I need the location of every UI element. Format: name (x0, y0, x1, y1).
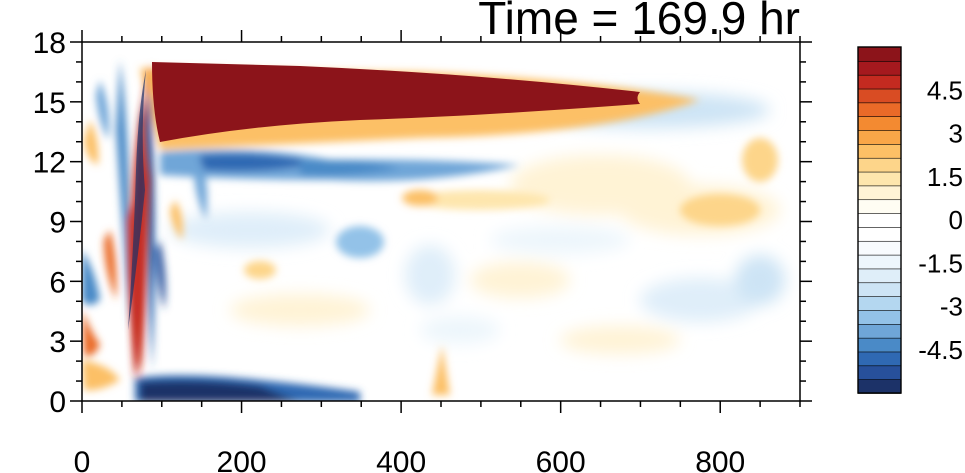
chart-title: Time = 169.9 hr (478, 0, 800, 44)
colorbar-swatch (857, 157, 902, 173)
x-tick-label: 800 (695, 446, 745, 473)
y-tick-label: 3 (49, 326, 66, 359)
colorbar-swatch (857, 281, 902, 297)
colorbar-swatch (857, 143, 902, 159)
colorbar-swatch (857, 295, 902, 311)
colorbar-label: 1.5 (927, 162, 963, 192)
colorbar-swatch (857, 365, 902, 380)
field-background-texture (170, 92, 785, 354)
positive-core (152, 62, 640, 142)
colorbar-swatch (857, 46, 902, 62)
colorbar-swatch (857, 226, 902, 242)
axes: 0 200 400 600 800 0 3 6 9 12 15 18 (33, 27, 812, 473)
colorbar-swatch (857, 254, 902, 270)
colorbar-swatch (857, 268, 902, 284)
colorbar-swatch (857, 171, 902, 187)
colorbar-label: 3 (949, 119, 963, 149)
plot-area (82, 42, 800, 401)
colorbar: 4.5 3 1.5 0 -1.5 -3 -4.5 (857, 46, 963, 394)
y-tick-label: 12 (33, 147, 66, 180)
colorbar-swatch (857, 74, 902, 90)
y-tick-label: 15 (33, 87, 66, 120)
colorbar-swatch (857, 240, 902, 256)
colorbar-label: 4.5 (927, 75, 963, 105)
y-tick-label: 18 (33, 27, 66, 60)
y-tick-label: 6 (49, 266, 66, 299)
colorbar-swatch (857, 185, 902, 201)
colorbar-swatch (857, 309, 902, 325)
x-tick-label: 0 (74, 446, 91, 473)
colorbar-swatch (857, 88, 902, 104)
colorbar-label: -4.5 (918, 335, 963, 365)
colorbar-swatch (857, 351, 902, 367)
tilted-streak-negative (128, 70, 146, 330)
colorbar-swatch (857, 102, 902, 118)
colorbar-swatch (857, 323, 902, 339)
colorbar-swatch (857, 212, 902, 228)
colorbar-swatch (857, 60, 902, 76)
colorbar-swatch (857, 129, 902, 145)
x-tick-label: 600 (536, 446, 586, 473)
x-tick-label: 400 (376, 446, 426, 473)
y-tick-label: 9 (49, 207, 66, 240)
colorbar-swatch (857, 198, 902, 214)
colorbar-frame (857, 46, 902, 394)
colorbar-label: 0 (949, 205, 963, 235)
colorbar-swatch (857, 115, 902, 131)
colorbar-swatch (857, 378, 902, 394)
x-tick-label: 200 (217, 446, 267, 473)
y-tick-label: 0 (49, 386, 66, 419)
colorbar-swatch (857, 337, 902, 353)
colorbar-label: -3 (940, 292, 963, 322)
colorbar-label: -1.5 (918, 248, 963, 278)
